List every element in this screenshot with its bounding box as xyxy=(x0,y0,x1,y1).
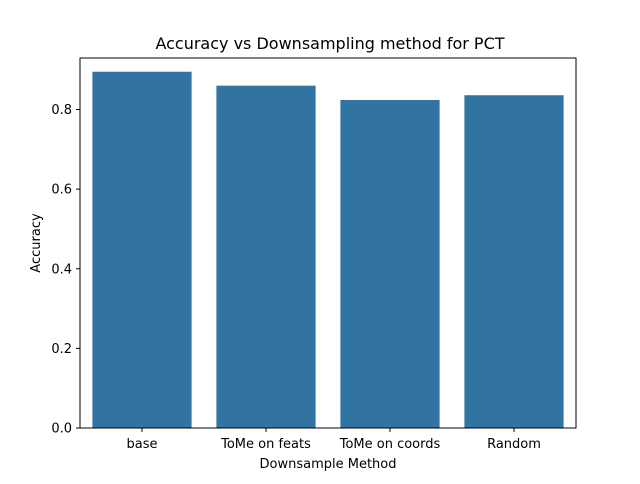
axes-layer: base ToMe on feats ToMe on coords Random 0.0… xyxy=(51,57,577,452)
y-tick-label: 0.8 xyxy=(51,103,72,118)
bar-base xyxy=(92,71,192,428)
y-tick-label: 0.6 xyxy=(51,183,72,198)
x-tick-label: ToMe on feats xyxy=(220,437,311,452)
bar-tome-on-coords xyxy=(340,100,440,428)
plot-frame xyxy=(79,57,577,429)
y-tick-label: 0.4 xyxy=(51,262,72,277)
y-tick-label: 0.0 xyxy=(51,422,72,437)
x-tick-label: ToMe on coords xyxy=(339,437,441,452)
x-axis-label: Downsample Method xyxy=(260,457,397,472)
chart-title: Accuracy vs Downsampling method for PCT xyxy=(155,34,504,53)
bar-random xyxy=(464,95,564,428)
y-axis-label: Accuracy xyxy=(29,213,44,273)
bars-layer xyxy=(92,71,564,429)
x-tick-label: Random xyxy=(487,437,541,452)
bar-tome-on-feats xyxy=(216,85,316,429)
y-tick-label: 0.2 xyxy=(51,342,72,357)
x-tick-label: base xyxy=(127,437,158,452)
